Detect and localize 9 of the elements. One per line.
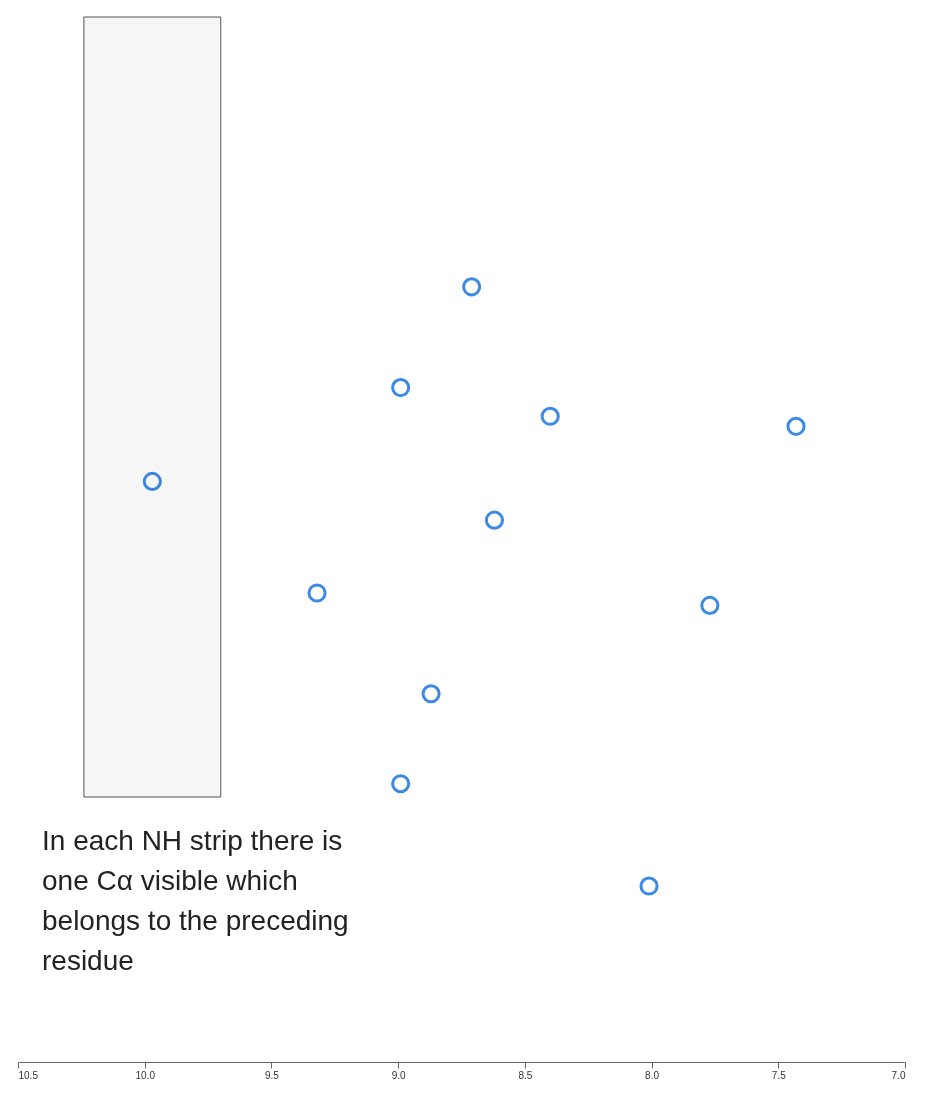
x-tick-label: 8.5 [518, 1069, 533, 1081]
x-tick-label: 9.0 [391, 1069, 407, 1081]
x-tick-label: 9.5 [264, 1069, 280, 1081]
x-tick-label: 10.0 [135, 1069, 156, 1081]
x-tick-label: 8.0 [645, 1069, 660, 1081]
annotation: In each NH strip there is one Cα visible which belongs to the preceding residue [42, 825, 349, 976]
x-tick-label: 7.0 [891, 1069, 906, 1081]
x-tick-label: 7.5 [771, 1069, 787, 1081]
x-tick-label: 10.5 [18, 1069, 39, 1081]
